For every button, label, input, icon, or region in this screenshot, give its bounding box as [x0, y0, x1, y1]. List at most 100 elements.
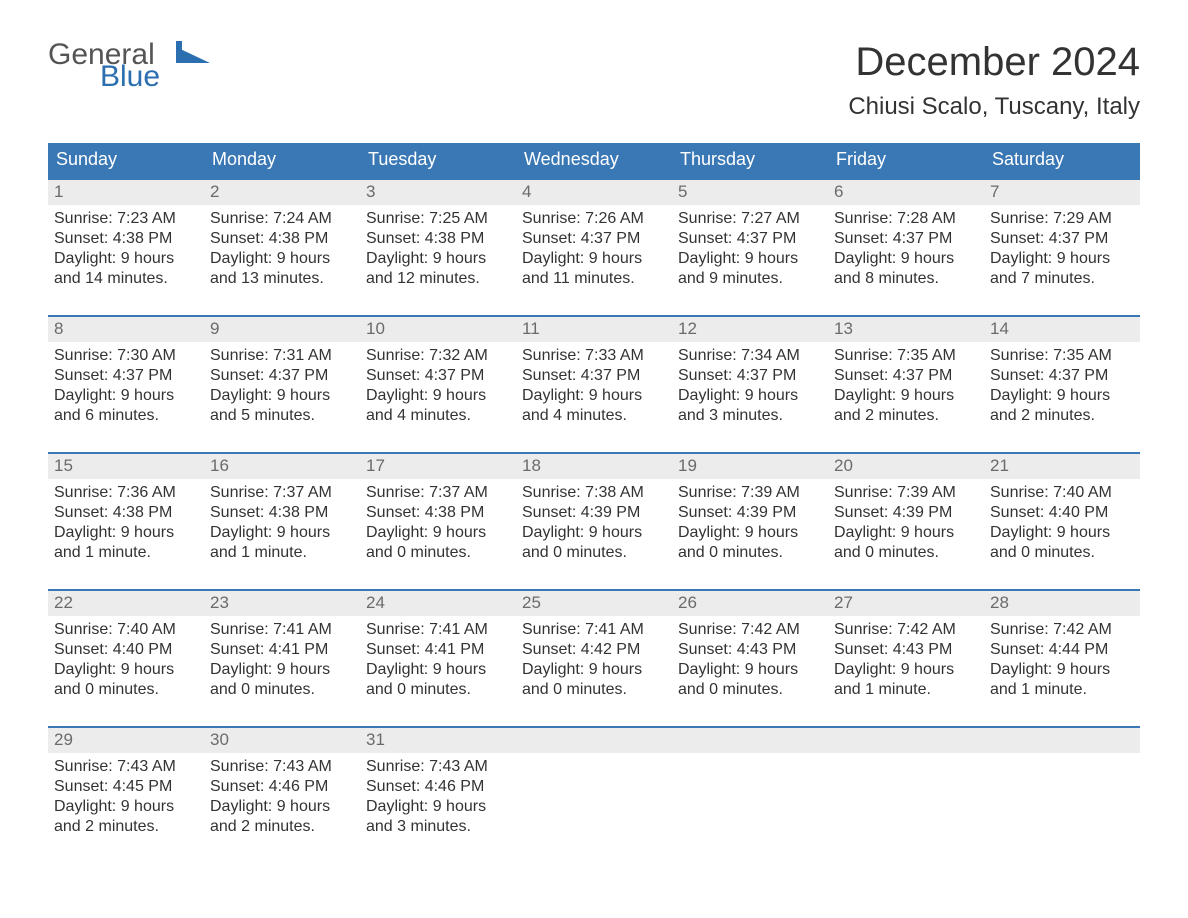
- day-sunrise: Sunrise: 7:27 AM: [678, 209, 822, 229]
- day-number: 28: [984, 591, 1140, 616]
- day-dl1: Daylight: 9 hours: [522, 249, 666, 269]
- day-cell: Sunrise: 7:31 AMSunset: 4:37 PMDaylight:…: [204, 342, 360, 438]
- day-number: 1: [48, 180, 204, 205]
- day-dl2: and 12 minutes.: [366, 269, 510, 289]
- day-sunrise: Sunrise: 7:41 AM: [366, 620, 510, 640]
- day-cell: [828, 753, 984, 849]
- day-dl1: Daylight: 9 hours: [366, 249, 510, 269]
- day-dl1: Daylight: 9 hours: [54, 386, 198, 406]
- logo-text-blue: Blue: [100, 62, 160, 92]
- day-number: 25: [516, 591, 672, 616]
- day-dl2: and 0 minutes.: [366, 680, 510, 700]
- day-dl1: Daylight: 9 hours: [678, 660, 822, 680]
- day-sunset: Sunset: 4:39 PM: [834, 503, 978, 523]
- day-cell: Sunrise: 7:30 AMSunset: 4:37 PMDaylight:…: [48, 342, 204, 438]
- day-cell: [984, 753, 1140, 849]
- day-number: 11: [516, 317, 672, 342]
- day-sunset: Sunset: 4:46 PM: [210, 777, 354, 797]
- day-dl1: Daylight: 9 hours: [54, 523, 198, 543]
- day-dl2: and 0 minutes.: [678, 680, 822, 700]
- day-sunset: Sunset: 4:38 PM: [366, 229, 510, 249]
- day-header-row: Sunday Monday Tuesday Wednesday Thursday…: [48, 143, 1140, 178]
- day-dl2: and 7 minutes.: [990, 269, 1134, 289]
- day-sunset: Sunset: 4:43 PM: [678, 640, 822, 660]
- day-header: Wednesday: [516, 143, 672, 178]
- day-cell: Sunrise: 7:37 AMSunset: 4:38 PMDaylight:…: [360, 479, 516, 575]
- day-dl2: and 0 minutes.: [366, 543, 510, 563]
- day-sunset: Sunset: 4:38 PM: [54, 503, 198, 523]
- day-sunset: Sunset: 4:37 PM: [678, 366, 822, 386]
- week-row: 293031Sunrise: 7:43 AMSunset: 4:45 PMDay…: [48, 726, 1140, 849]
- day-sunrise: Sunrise: 7:32 AM: [366, 346, 510, 366]
- day-dl1: Daylight: 9 hours: [522, 660, 666, 680]
- day-sunrise: Sunrise: 7:34 AM: [678, 346, 822, 366]
- day-sunrise: Sunrise: 7:23 AM: [54, 209, 198, 229]
- day-sunset: Sunset: 4:40 PM: [54, 640, 198, 660]
- week-row: 1234567Sunrise: 7:23 AMSunset: 4:38 PMDa…: [48, 178, 1140, 301]
- day-number: 4: [516, 180, 672, 205]
- day-number: 9: [204, 317, 360, 342]
- day-cell: Sunrise: 7:25 AMSunset: 4:38 PMDaylight:…: [360, 205, 516, 301]
- day-dl2: and 1 minute.: [54, 543, 198, 563]
- day-cell: Sunrise: 7:36 AMSunset: 4:38 PMDaylight:…: [48, 479, 204, 575]
- day-dl2: and 0 minutes.: [54, 680, 198, 700]
- day-header: Sunday: [48, 143, 204, 178]
- day-number: 21: [984, 454, 1140, 479]
- day-number-row: 1234567: [48, 180, 1140, 205]
- day-sunrise: Sunrise: 7:39 AM: [834, 483, 978, 503]
- day-number: 14: [984, 317, 1140, 342]
- day-number: 30: [204, 728, 360, 753]
- day-cell: Sunrise: 7:40 AMSunset: 4:40 PMDaylight:…: [984, 479, 1140, 575]
- day-dl1: Daylight: 9 hours: [210, 660, 354, 680]
- day-sunset: Sunset: 4:37 PM: [522, 229, 666, 249]
- day-sunset: Sunset: 4:37 PM: [834, 229, 978, 249]
- day-sunrise: Sunrise: 7:29 AM: [990, 209, 1134, 229]
- day-cell: Sunrise: 7:41 AMSunset: 4:41 PMDaylight:…: [360, 616, 516, 712]
- day-header: Thursday: [672, 143, 828, 178]
- day-dl1: Daylight: 9 hours: [834, 386, 978, 406]
- day-number: 19: [672, 454, 828, 479]
- day-number: [984, 728, 1140, 753]
- week-row: 15161718192021Sunrise: 7:36 AMSunset: 4:…: [48, 452, 1140, 575]
- day-dl2: and 0 minutes.: [678, 543, 822, 563]
- day-number: 8: [48, 317, 204, 342]
- day-sunrise: Sunrise: 7:42 AM: [834, 620, 978, 640]
- day-dl1: Daylight: 9 hours: [210, 249, 354, 269]
- day-dl1: Daylight: 9 hours: [366, 660, 510, 680]
- day-dl1: Daylight: 9 hours: [54, 660, 198, 680]
- day-number: 26: [672, 591, 828, 616]
- day-number: 13: [828, 317, 984, 342]
- day-number: 7: [984, 180, 1140, 205]
- day-number-row: 293031: [48, 728, 1140, 753]
- day-dl1: Daylight: 9 hours: [366, 386, 510, 406]
- day-dl2: and 11 minutes.: [522, 269, 666, 289]
- day-sunset: Sunset: 4:39 PM: [678, 503, 822, 523]
- day-sunrise: Sunrise: 7:41 AM: [522, 620, 666, 640]
- location-subtitle: Chiusi Scalo, Tuscany, Italy: [848, 93, 1140, 121]
- day-sunset: Sunset: 4:37 PM: [834, 366, 978, 386]
- day-dl1: Daylight: 9 hours: [990, 660, 1134, 680]
- day-sunset: Sunset: 4:37 PM: [678, 229, 822, 249]
- day-sunrise: Sunrise: 7:41 AM: [210, 620, 354, 640]
- day-sunrise: Sunrise: 7:35 AM: [990, 346, 1134, 366]
- day-dl1: Daylight: 9 hours: [678, 249, 822, 269]
- day-dl2: and 8 minutes.: [834, 269, 978, 289]
- day-sunset: Sunset: 4:43 PM: [834, 640, 978, 660]
- day-dl2: and 2 minutes.: [834, 406, 978, 426]
- day-dl1: Daylight: 9 hours: [366, 797, 510, 817]
- day-sunset: Sunset: 4:44 PM: [990, 640, 1134, 660]
- day-dl1: Daylight: 9 hours: [54, 249, 198, 269]
- day-sunset: Sunset: 4:41 PM: [366, 640, 510, 660]
- day-sunset: Sunset: 4:37 PM: [54, 366, 198, 386]
- header-row: General Blue December 2024 Chiusi Scalo,…: [48, 40, 1140, 121]
- day-dl2: and 13 minutes.: [210, 269, 354, 289]
- day-number: 3: [360, 180, 516, 205]
- day-cell: Sunrise: 7:33 AMSunset: 4:37 PMDaylight:…: [516, 342, 672, 438]
- day-dl1: Daylight: 9 hours: [54, 797, 198, 817]
- day-sunrise: Sunrise: 7:28 AM: [834, 209, 978, 229]
- day-dl1: Daylight: 9 hours: [990, 386, 1134, 406]
- day-dl1: Daylight: 9 hours: [834, 660, 978, 680]
- day-sunrise: Sunrise: 7:39 AM: [678, 483, 822, 503]
- day-cell: Sunrise: 7:38 AMSunset: 4:39 PMDaylight:…: [516, 479, 672, 575]
- day-sunset: Sunset: 4:37 PM: [522, 366, 666, 386]
